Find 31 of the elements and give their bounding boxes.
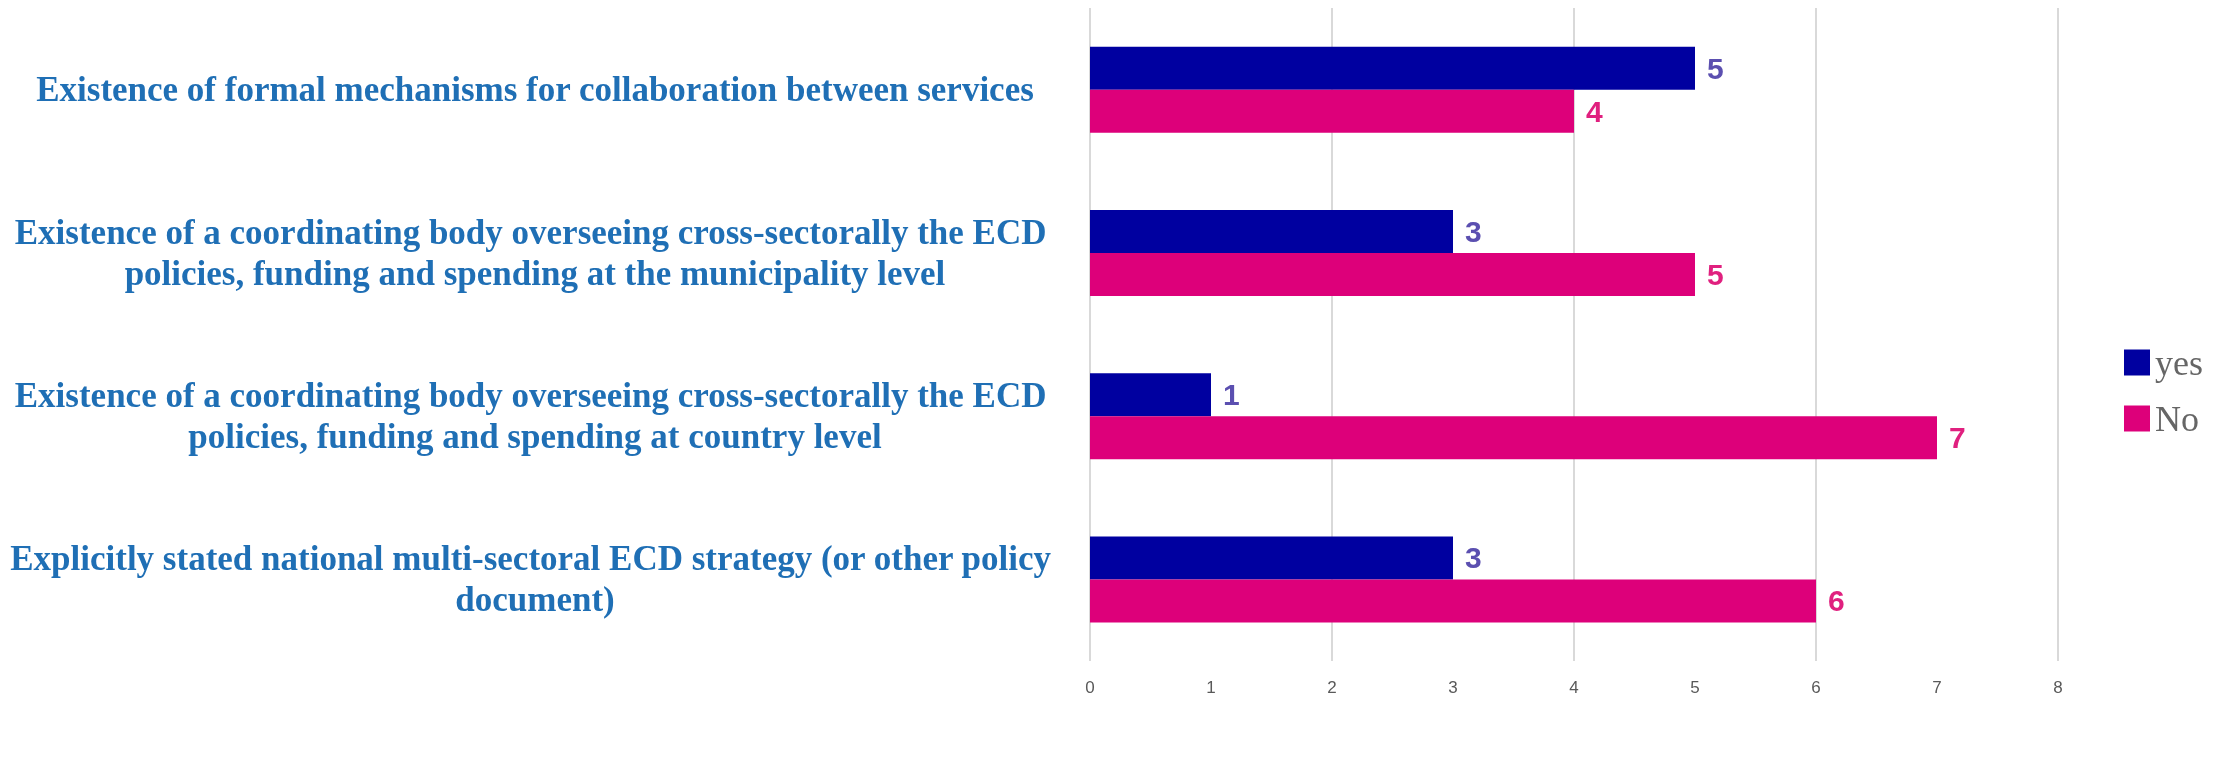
y-tick-label: Existence of formal mechanisms for collaboration between services <box>36 70 1034 110</box>
data-label: 5 <box>1707 51 1724 85</box>
x-tick-label: 4 <box>1569 678 1579 697</box>
y-tick-label: Existence of a coordinating body overseeing cross-sectorally the ECD policies, funding and spending at country level <box>14 376 1056 457</box>
x-tick-label: 0 <box>1085 678 1095 697</box>
x-tick-label: 8 <box>2053 678 2063 697</box>
bar <box>1090 373 1211 417</box>
bar <box>1090 46 1695 90</box>
data-label: 3 <box>1465 541 1482 575</box>
x-tick-label: 5 <box>1690 678 1700 697</box>
legend-label: No <box>2155 398 2200 439</box>
data-label: 6 <box>1828 584 1845 618</box>
x-tick-label: 3 <box>1448 678 1458 697</box>
x-tick-label: 2 <box>1327 678 1337 697</box>
y-tick-label: Explicitly stated national multi-sectoral ECD strategy (or other policy document) <box>10 539 1060 620</box>
data-label: 7 <box>1949 421 1966 455</box>
bar <box>1090 89 1574 133</box>
data-label: 1 <box>1223 378 1240 412</box>
bar <box>1090 252 1695 296</box>
data-label: 5 <box>1707 257 1724 291</box>
bar <box>1090 209 1453 253</box>
x-tick-label: 1 <box>1206 678 1216 697</box>
data-label: 4 <box>1586 94 1603 128</box>
data-label: 3 <box>1465 214 1482 248</box>
y-tick-label: Existence of a coordinating body overseeing cross-sectorally the ECD policies, funding and spending at the municipality level <box>14 212 1056 293</box>
bar <box>1090 579 1816 623</box>
bar <box>1090 536 1453 580</box>
legend-label: yes <box>2155 342 2204 383</box>
x-tick-label: 6 <box>1811 678 1821 697</box>
x-tick-label: 7 <box>1932 678 1942 697</box>
bar <box>1090 416 1937 460</box>
